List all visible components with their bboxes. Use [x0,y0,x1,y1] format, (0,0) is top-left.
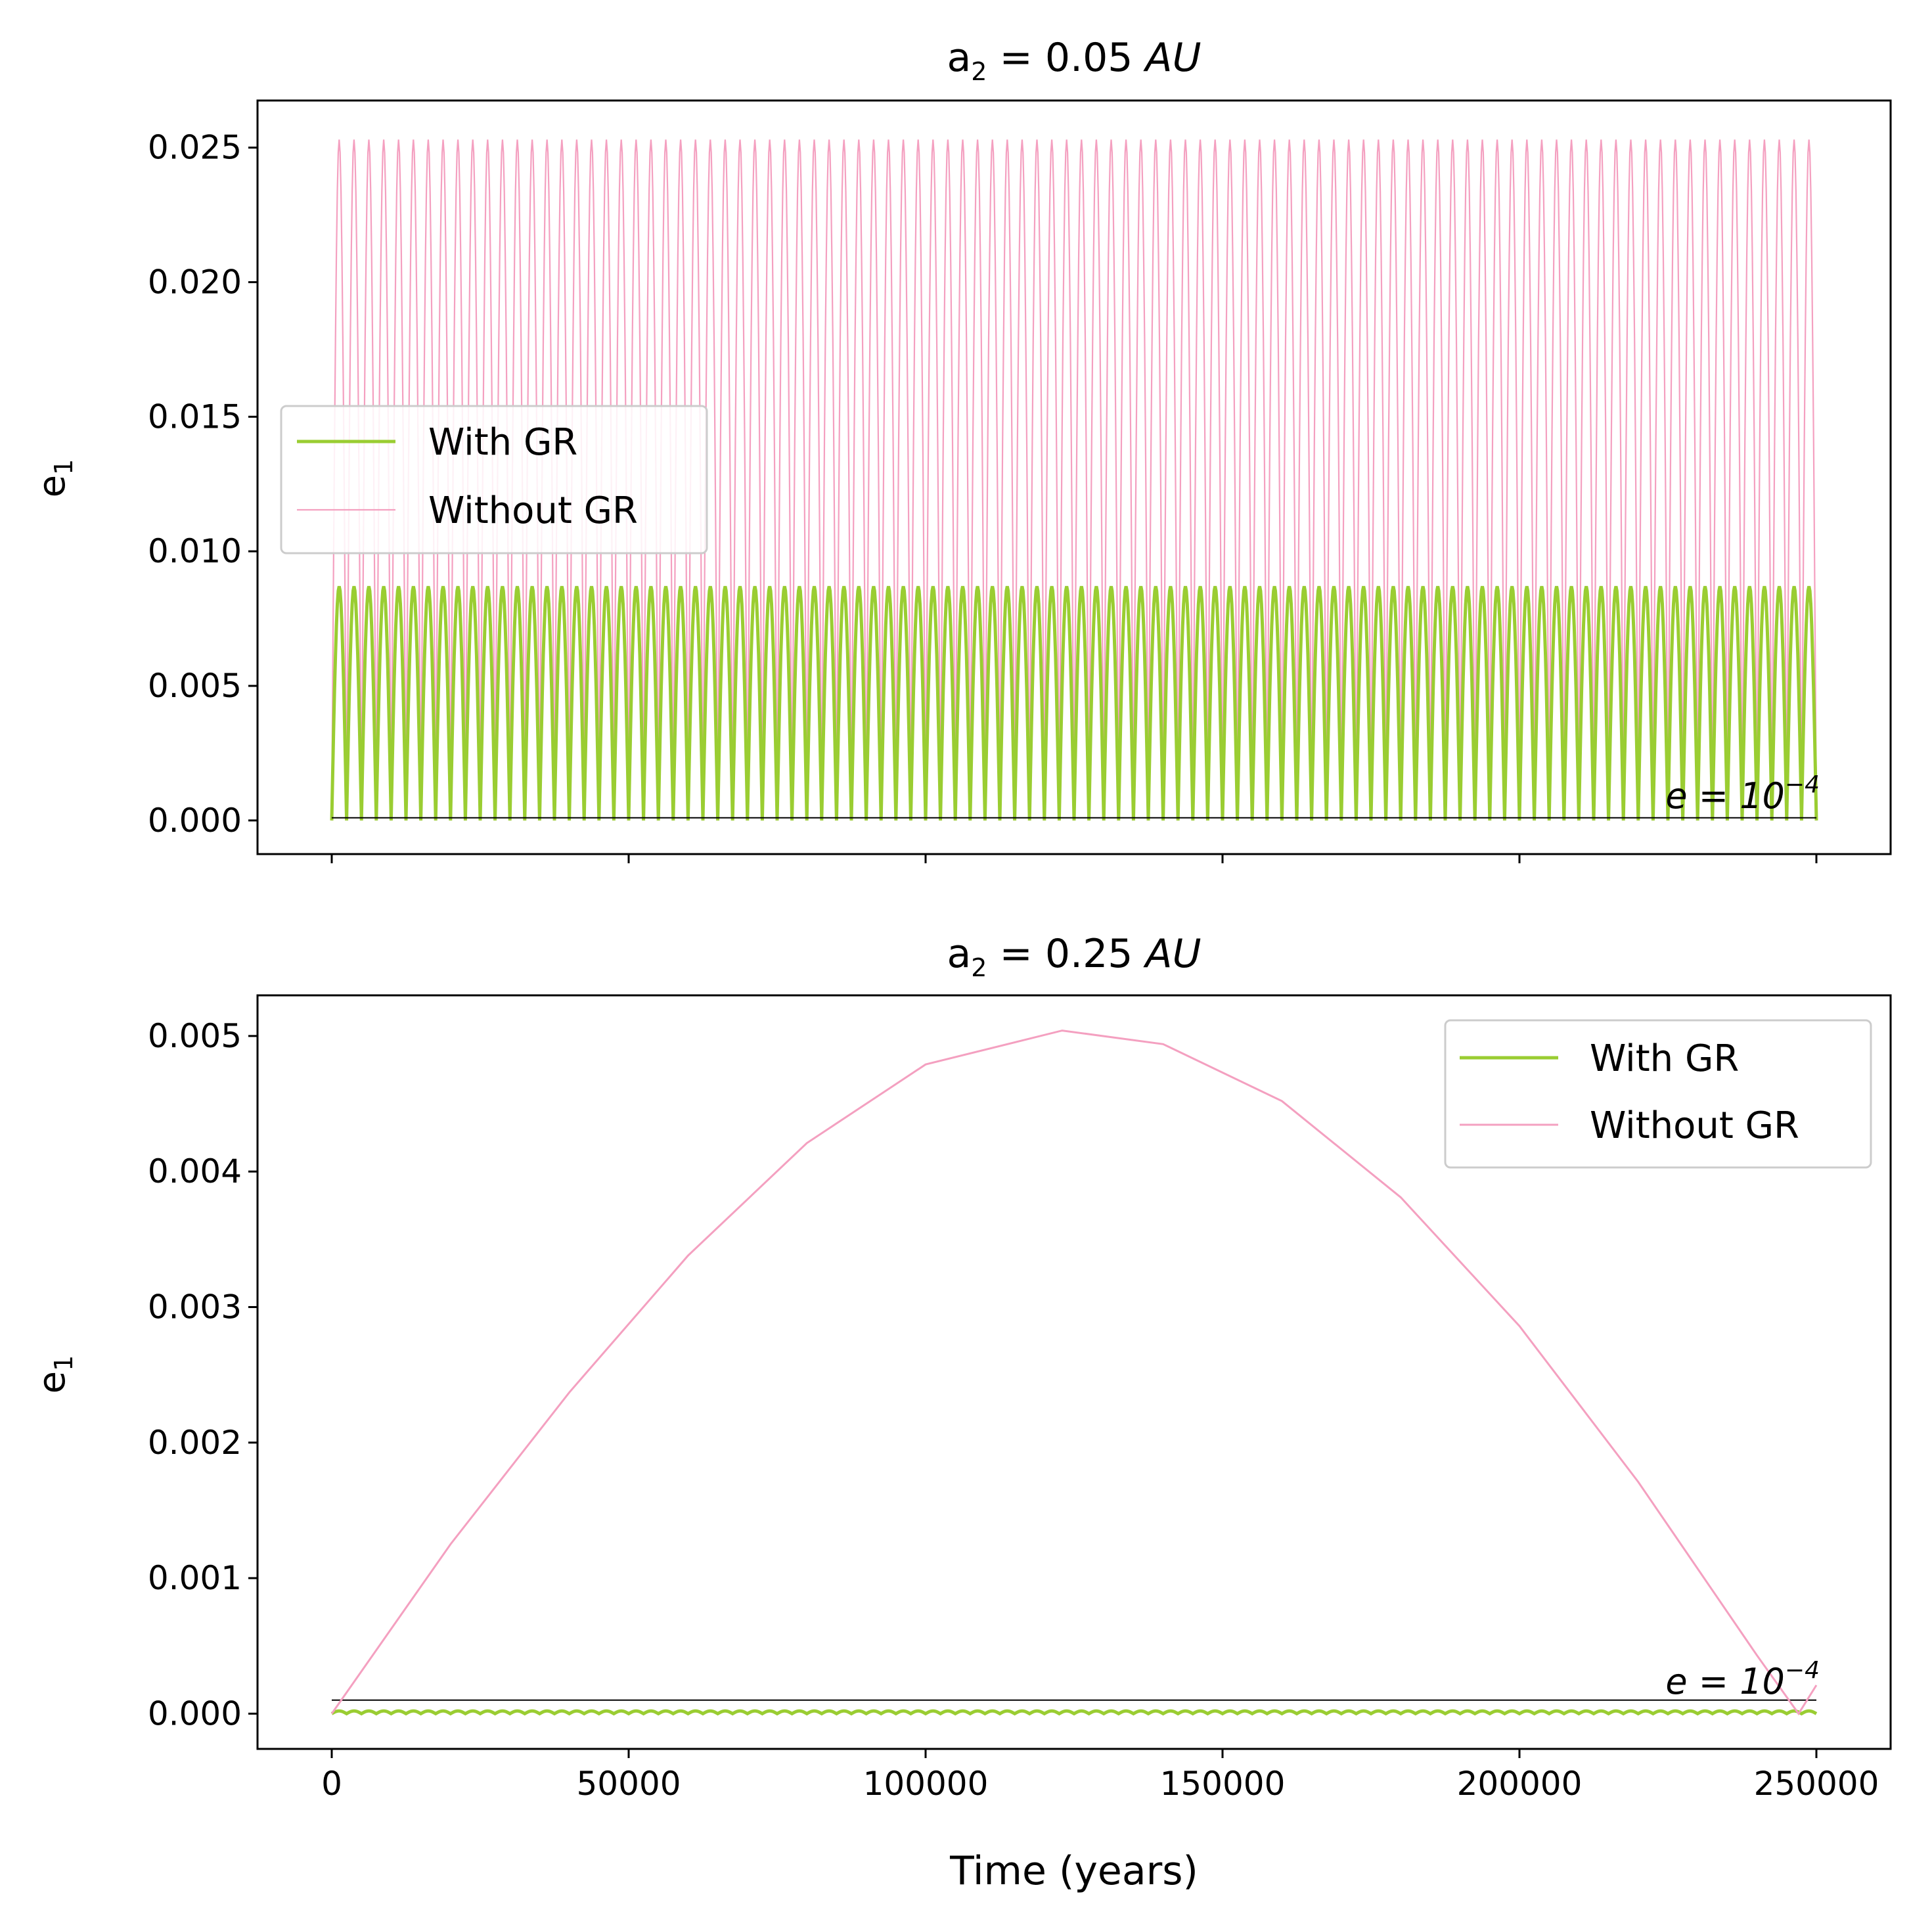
bottom-x-tick-label: 250000 [1754,1765,1879,1803]
bottom-reference-label: e = 10−4 [1665,1657,1820,1702]
top-y-tick-label: 0.005 [148,667,242,705]
top-panel-ticks: 0.000 0.005 0.010 0.015 0.020 0.025 [148,129,1818,863]
top-y-tick-label: 0.015 [148,397,242,436]
top-panel-title: a2 = 0.05 AU [947,35,1201,86]
bottom-y-tick-label: 0.003 [148,1288,242,1326]
bottom-y-tick-label: 0.000 [148,1694,242,1732]
bottom-panel-ticks: 0.000 0.001 0.002 0.003 0.004 0.005 0 50000 1000… [148,1017,1879,1803]
top-y-tick-label: 0.025 [148,129,242,167]
bottom-panel-ylabel: e1 [31,1355,78,1394]
bottom-legend-with-gr-label: With GR [1590,1037,1739,1080]
top-y-tick-label: 0.010 [148,532,242,570]
top-legend: With GR Without GR [280,405,708,554]
bottom-panel: a2 = 0.25 AU e1 Time (years) 0.0000.0010… [31,931,1892,1894]
top-y-tick-label: 0.020 [148,263,242,302]
bottom-y-tick-label: 0.005 [148,1017,242,1055]
x-axis-title: Time (years) [949,1848,1198,1894]
bottom-x-tick-label: 100000 [863,1765,989,1803]
top-panel-ylabel: e1 [31,459,78,498]
bottom-x-tick-label: 150000 [1160,1765,1286,1803]
top-legend-without-gr-label: Without GR [428,489,638,532]
bottom-x-tick-label: 200000 [1457,1765,1583,1803]
bottom-y-tick-label: 0.002 [148,1424,242,1462]
bottom-with-gr-line [330,1709,1818,1716]
bottom-panel-title: a2 = 0.25 AU [947,931,1201,982]
top-with-gr-line [330,585,1818,821]
bottom-legend-without-gr-label: Without GR [1590,1104,1799,1147]
bottom-legend: With GR Without GR [1444,1019,1872,1169]
bottom-panel-plot-area [330,1029,1818,1716]
top-y-tick-label: 0.000 [148,802,242,840]
top-panel: a2 = 0.05 AU e1 0.000 0.005 0.010 0.015 0.02… [31,35,1892,863]
bottom-without-gr-line [330,1029,1818,1716]
bottom-y-tick-label: 0.004 [148,1152,242,1190]
bottom-panel-frame [256,994,1892,1750]
top-panel-frame [256,99,1892,855]
bottom-x-tick-label: 50000 [576,1765,681,1803]
top-legend-with-gr-label: With GR [428,421,577,464]
bottom-y-tick-label: 0.001 [148,1559,242,1597]
bottom-x-tick-label: 0 [321,1765,342,1803]
top-reference-label: e = 10−4 [1665,771,1820,817]
top-panel-plot-area [330,139,1818,821]
